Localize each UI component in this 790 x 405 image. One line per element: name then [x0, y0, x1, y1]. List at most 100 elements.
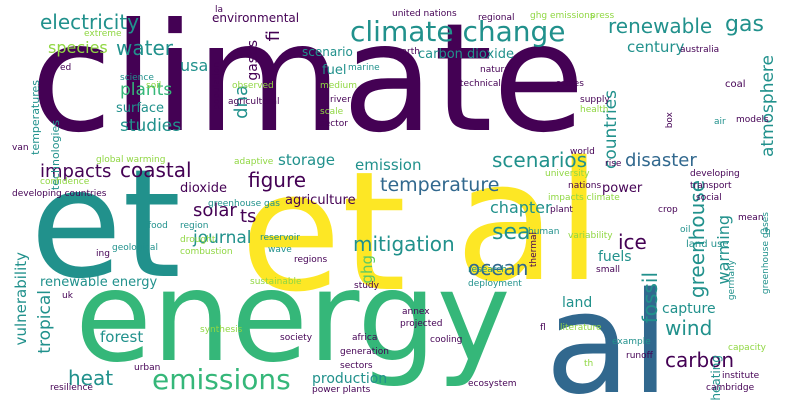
word-human: human: [528, 227, 560, 237]
word-coastal: coastal: [120, 158, 192, 182]
word-temperature: temperature: [380, 174, 500, 196]
word-sectors: sectors: [340, 361, 373, 371]
word-fl: fl: [540, 323, 546, 333]
word-studies: studies: [120, 116, 182, 136]
word-heating: heating: [709, 355, 723, 401]
word-annex: annex: [402, 307, 430, 317]
word-storage: storage: [278, 151, 335, 169]
word-agricultural: agricultural: [228, 97, 280, 107]
word-united-nations: united nations: [392, 9, 457, 19]
word-developing-countries: developing countries: [12, 189, 107, 199]
word-impacts-climate: impacts climate: [548, 193, 620, 203]
word-th: th: [584, 359, 594, 369]
word-combustion: combustion: [180, 247, 233, 257]
word-university: university: [545, 169, 590, 179]
word-gas: gas: [725, 12, 764, 37]
word-fuel: fuel: [322, 63, 347, 78]
word-small: small: [596, 265, 620, 275]
word-reservoir: reservoir: [260, 233, 300, 243]
word-century: century: [627, 38, 685, 56]
word-plant: plant: [550, 205, 573, 215]
word-transport: transport: [690, 181, 732, 191]
word-production: production: [312, 371, 388, 387]
word-geological: geological: [112, 243, 158, 253]
word-electricity: electricity: [40, 10, 140, 34]
word-tropical: tropical: [35, 290, 55, 354]
word-ghg-emissions: ghg emissions: [530, 11, 595, 21]
word-energy: energy: [75, 245, 511, 390]
word-et-2: et: [240, 136, 407, 328]
word-press: press: [590, 11, 615, 21]
word-journal: journal: [193, 228, 252, 248]
word-plants: plants: [120, 80, 173, 100]
word-atmosphere: atmosphere: [758, 55, 778, 157]
word-drought: drought: [180, 235, 216, 245]
word-models: models: [736, 115, 769, 125]
word-health: health: [580, 105, 609, 115]
word-et-1: et: [30, 138, 182, 312]
word-al-2: al: [545, 263, 670, 405]
word-thermal: thermal: [529, 232, 539, 268]
word-renewable-energy: renewable energy: [40, 275, 158, 290]
word-ecosystem: ecosystem: [468, 379, 517, 389]
word-sector: sector: [320, 119, 348, 129]
word-carbon: carbon: [665, 348, 735, 372]
word-natural: natural: [480, 65, 513, 75]
word-crop: crop: [658, 205, 678, 215]
word-scenarios: scenarios: [492, 148, 588, 172]
word-gases: gases: [245, 40, 261, 81]
word-generation: generation: [340, 347, 389, 357]
word-literature: literature: [560, 323, 602, 333]
word-research: research: [468, 265, 507, 275]
word-greenhouse-gas: greenhouse gas: [208, 199, 280, 209]
word-dioxide: dioxide: [180, 181, 227, 196]
word-emissions: emissions: [152, 363, 291, 396]
word-extreme: extreme: [84, 29, 122, 39]
word-al-1: al: [455, 126, 602, 318]
word-scale: scale: [320, 107, 344, 117]
word-adaptive: adaptive: [234, 157, 274, 167]
word-environmental: environmental: [212, 11, 300, 25]
word-variability: variability: [568, 231, 613, 241]
word-cambridge: cambridge: [706, 383, 755, 393]
word-mitigation: mitigation: [353, 232, 455, 256]
word-world: world: [570, 147, 595, 157]
word-ed: ed: [60, 63, 72, 73]
word-impacts: impacts: [40, 161, 112, 182]
word-ocean: ocean: [468, 256, 529, 280]
word-forest: forest: [100, 328, 144, 346]
word-land-use: land use: [686, 239, 729, 250]
word-mean: mean: [738, 213, 764, 223]
word-air: air: [714, 117, 726, 127]
word-water: water: [116, 36, 173, 60]
word-capacity: capacity: [728, 343, 766, 353]
word-oil: oil: [680, 225, 691, 235]
word-example: example: [612, 337, 651, 347]
word-cooling: cooling: [430, 335, 463, 345]
word-solar: solar: [193, 200, 237, 221]
word-australia: australia: [680, 45, 720, 55]
word-wind: wind: [665, 316, 713, 340]
word-fossil: fossil: [638, 272, 662, 324]
word-capture: capture: [662, 301, 716, 317]
word-confidence: confidence: [40, 177, 90, 187]
word-surface: surface: [116, 101, 165, 116]
word-study: study: [354, 281, 379, 291]
word-ing: ing: [96, 249, 110, 259]
word-power: power: [602, 181, 643, 196]
word-scenario: scenario: [302, 45, 353, 59]
word-fi: fi: [263, 30, 284, 42]
word-ghg: ghg: [358, 255, 376, 284]
word-germany: germany: [727, 260, 737, 301]
word-medium: medium: [320, 81, 357, 91]
word-population: population: [212, 62, 222, 110]
word-supply: supply: [580, 95, 610, 105]
word-soil: soil: [146, 81, 162, 91]
word-marine: marine: [348, 63, 380, 73]
word-sea: sea: [492, 220, 531, 245]
word-heat: heat: [68, 366, 114, 390]
word-box: box: [665, 112, 675, 129]
word-projected: projected: [400, 319, 443, 329]
word-figure: figure: [248, 168, 307, 192]
